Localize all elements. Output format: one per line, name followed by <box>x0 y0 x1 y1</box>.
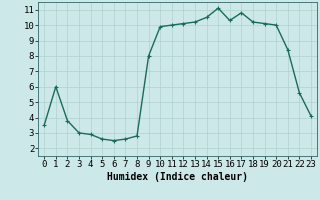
X-axis label: Humidex (Indice chaleur): Humidex (Indice chaleur) <box>107 172 248 182</box>
